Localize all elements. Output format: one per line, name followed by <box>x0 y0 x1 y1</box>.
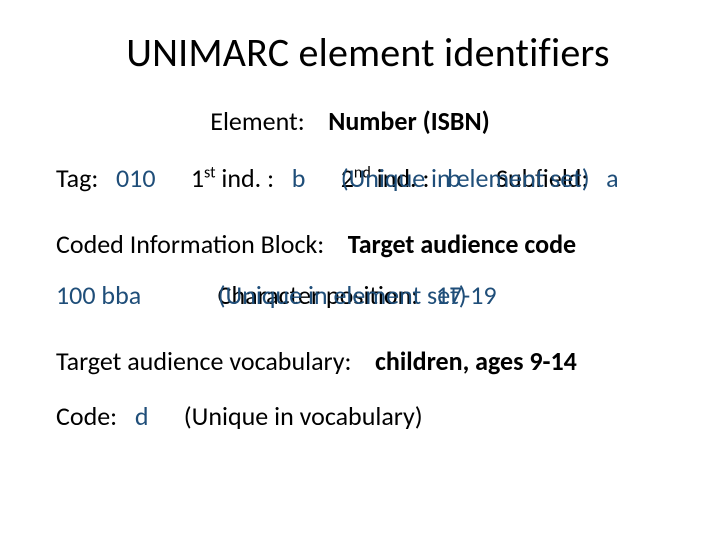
coded-block-line: Coded Information Block: Target audience… <box>56 228 680 261</box>
coded-value: Target audience code <box>348 228 576 260</box>
vocab-value: children, ages 9-14 <box>375 345 577 377</box>
code-note: (Unique in vocabulary) <box>184 400 423 432</box>
tag-line: Tag: 010 1st ind. : b 2nd ind. : b Subfi… <box>56 162 680 195</box>
element-line: Element: Number (ISBN) <box>20 105 680 138</box>
tag-value: 010 <box>116 162 156 194</box>
slide-title: UNIMARC element identifiers <box>56 28 680 77</box>
tag-label: Tag: <box>56 162 98 194</box>
slide-root: UNIMARC element identifiers Element: Num… <box>0 0 720 540</box>
ind1-label-pre: 1 <box>191 162 204 194</box>
tag-unique-note: (Unique in element set) <box>341 162 590 195</box>
hundred-unique-note: (Unique in element set) <box>218 279 467 312</box>
ind1-label-sup: st <box>204 163 216 182</box>
vocab-label: Target audience vocabulary: <box>56 345 351 377</box>
element-value: Number (ISBN) <box>328 105 490 137</box>
hundred-code: 100 bba <box>56 279 141 311</box>
code-line: Code: d (Unique in vocabulary) <box>56 400 680 433</box>
element-label: Element: <box>210 105 304 137</box>
subfield-value: a <box>606 162 618 194</box>
ind1-label-post: ind. : <box>216 162 275 194</box>
coded-label: Coded Information Block: <box>56 228 324 260</box>
code-label: Code: <box>56 400 117 432</box>
vocab-line: Target audience vocabulary: children, ag… <box>56 345 680 378</box>
hundred-line: 100 bba Character position: 17-19 (Uniqu… <box>56 279 680 312</box>
ind1-value: b <box>292 162 306 194</box>
code-value: d <box>135 400 149 432</box>
